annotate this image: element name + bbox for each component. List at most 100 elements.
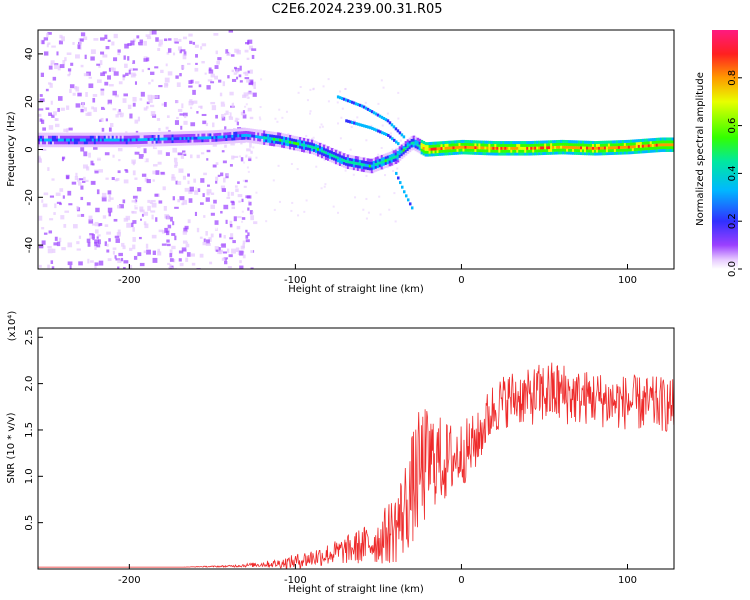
- heatmap-ridge-cell: [309, 144, 312, 148]
- heatmap-ridge-cell: [39, 138, 43, 142]
- heatmap-ridge-cell: [330, 159, 334, 163]
- heatmap-ridge-cell: [460, 148, 464, 152]
- heatmap-ridge-cell: [297, 139, 300, 143]
- heatmap-speckle: [93, 107, 98, 112]
- heatmap-speckle: [173, 38, 178, 43]
- heatmap-ridge-cell: [219, 138, 222, 142]
- heatmap-ridge-cell: [227, 134, 230, 138]
- heatmap-ridge-cell: [532, 149, 535, 153]
- heatmap-speckle: [151, 234, 157, 239]
- heatmap-speckle: [43, 232, 48, 235]
- heatmap-speckle: [151, 79, 154, 82]
- heatmap-speckle: [38, 113, 42, 117]
- spectrogram-y-tick-label: 40: [24, 48, 35, 61]
- heatmap-ridge-cell: [510, 149, 513, 153]
- heatmap-speckle: [137, 252, 142, 257]
- heatmap-ridge-cell: [91, 138, 95, 142]
- heatmap-ridge-cell: [177, 139, 181, 143]
- heatmap-ridge-cell: [259, 135, 262, 139]
- heatmap-ridge-cell: [374, 157, 378, 161]
- heatmap-speckle: [174, 41, 179, 44]
- heatmap-ridge-cell: [358, 168, 362, 172]
- heatmap-ridge-cell: [420, 145, 424, 149]
- heatmap-ridge-cell: [382, 162, 386, 166]
- heatmap-ridge-cell: [287, 143, 290, 147]
- heatmap-ridge-cell: [625, 148, 629, 152]
- heatmap-ridge-cell: [667, 148, 671, 152]
- heatmap-ridge-cell: [500, 143, 503, 147]
- heatmap-speckle: [50, 60, 55, 65]
- heatmap-ridge-cell: [496, 146, 499, 150]
- heatmap-speckle: [181, 202, 185, 206]
- heatmap-ridge-cell: [199, 139, 203, 143]
- heatmap-ridge-cell: [291, 135, 294, 139]
- heatmap-speckle: [231, 201, 235, 206]
- heatmap-ridge-cell: [229, 129, 232, 133]
- heatmap-speckle: [272, 179, 275, 182]
- heatmap-ridge-cell: [79, 132, 83, 136]
- heatmap-ridge-cell: [179, 142, 183, 146]
- heatmap-ridge-cell: [430, 141, 434, 145]
- heatmap-speckle: [231, 78, 237, 82]
- heatmap-ridge-cell: [398, 154, 402, 158]
- heatmap-ridge-cell: [85, 138, 89, 142]
- heatmap-ridge-cell: [99, 135, 103, 139]
- heatmap-speckle: [49, 83, 53, 88]
- heatmap-ridge-cell: [358, 162, 362, 166]
- heatmap-ridge-cell: [261, 130, 264, 134]
- heatmap-ridge-cell: [611, 143, 615, 147]
- heatmap-speckle: [337, 211, 340, 214]
- heatmap-ridge-cell: [73, 132, 77, 136]
- heatmap-speckle: [225, 110, 229, 115]
- heatmap-ridge-cell: [310, 139, 314, 143]
- heatmap-speckle: [185, 257, 189, 262]
- heatmap-ridge-cell: [49, 135, 53, 139]
- heatmap-ridge-cell: [597, 140, 601, 144]
- heatmap-speckle: [38, 215, 43, 221]
- heatmap-speckle: [62, 60, 66, 65]
- heatmap-speckle: [50, 63, 53, 66]
- heatmap-ridge-cell: [366, 164, 370, 168]
- heatmap-speckle: [379, 213, 382, 216]
- heatmap-ridge-cell: [510, 141, 513, 145]
- heatmap-speckle: [130, 40, 135, 46]
- heatmap-speckle: [211, 105, 217, 111]
- heatmap-ridge-cell: [75, 144, 79, 148]
- heatmap-ridge-cell: [303, 137, 306, 141]
- heatmap-speckle: [177, 108, 183, 112]
- heatmap-speckle: [182, 231, 187, 235]
- heatmap-speckle: [123, 55, 126, 60]
- heatmap-speckle: [219, 142, 223, 147]
- heatmap-ridge-cell: [490, 140, 493, 144]
- heatmap-ridge-cell: [617, 148, 621, 152]
- heatmap-ridge-cell: [119, 138, 123, 142]
- heatmap-speckle: [205, 242, 211, 246]
- heatmap-speckle: [245, 155, 248, 158]
- heatmap-ridge-cell: [314, 141, 318, 145]
- heatmap-ridge-cell: [143, 135, 147, 139]
- heatmap-speckle: [109, 123, 114, 127]
- heatmap-speckle: [66, 128, 69, 133]
- heatmap-ridge-cell: [95, 144, 99, 148]
- heatmap-speckle: [127, 56, 130, 61]
- heatmap-ridge-cell: [309, 139, 312, 143]
- heatmap-ridge-cell: [328, 158, 332, 162]
- heatmap-ridge-cell: [536, 152, 539, 156]
- heatmap-ridge-cell: [406, 142, 410, 146]
- heatmap-speckle: [83, 107, 87, 112]
- heatmap-ridge-cell: [77, 144, 81, 148]
- heatmap-speckle: [55, 192, 61, 196]
- heatmap-speckle: [94, 229, 99, 234]
- heatmap-ridge-cell: [384, 164, 388, 168]
- heatmap-speckle: [242, 240, 246, 244]
- heatmap-speckle: [134, 151, 140, 155]
- heatmap-speckle: [352, 173, 355, 176]
- heatmap-ridge-cell: [576, 143, 579, 147]
- heatmap-ridge-cell: [89, 132, 93, 136]
- heatmap-ridge-cell: [271, 143, 274, 147]
- heatmap-ridge-cell: [643, 147, 647, 151]
- heatmap-ridge-cell: [572, 148, 575, 152]
- heatmap-ridge-cell: [322, 150, 326, 154]
- colorbar-scale: [712, 30, 738, 269]
